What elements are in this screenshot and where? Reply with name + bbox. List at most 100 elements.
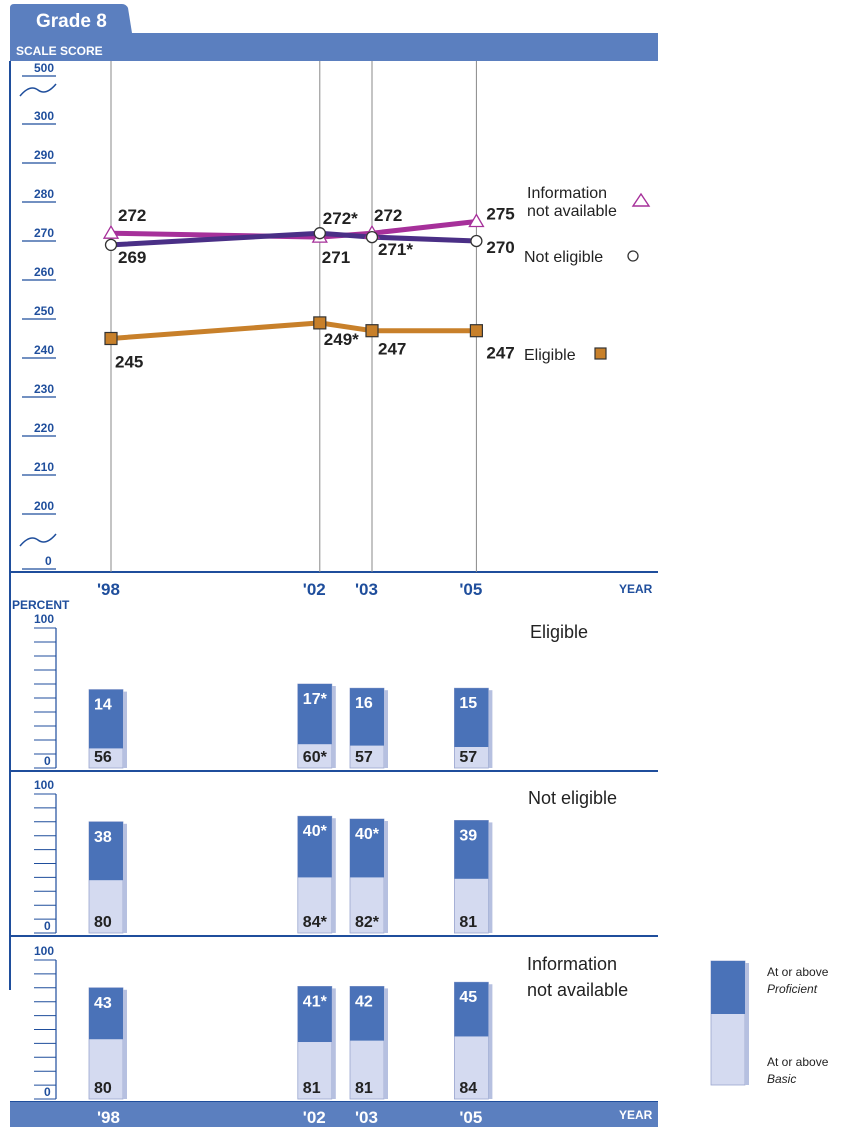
bar-proficient <box>350 986 384 1041</box>
footer-year-axis-label: YEAR <box>619 1108 653 1122</box>
bar-proficient <box>89 821 123 881</box>
percent-label: PERCENT <box>12 598 70 612</box>
bar-proficient-label: 40* <box>355 826 380 843</box>
data-point-circle <box>313 227 326 240</box>
bar-basic-label: 81 <box>355 1080 373 1097</box>
legend-proficient-label: At or above <box>767 965 829 979</box>
series-line <box>110 320 477 341</box>
panel-title: Information <box>527 954 617 974</box>
bar-proficient-label: 43 <box>94 995 112 1012</box>
bar-basic-edge <box>123 989 127 1099</box>
bar-proficient <box>297 684 332 745</box>
y-tick-label: 260 <box>34 265 54 279</box>
bar-proficient-label: 38 <box>94 829 112 846</box>
bar-basic-label: 81 <box>459 914 477 931</box>
y-tick-label: 240 <box>34 343 54 357</box>
bar-basic-label: 60* <box>303 749 328 766</box>
percent-tick-label: 0 <box>44 754 51 768</box>
footer-year-label: '02 <box>303 1108 326 1127</box>
bar-basic-label: 84* <box>303 914 328 931</box>
bar-proficient <box>350 688 384 746</box>
y-tick-label: 200 <box>34 499 54 513</box>
data-label: 272 <box>118 206 146 225</box>
data-point-circle <box>470 234 483 248</box>
legend-basic-edge <box>745 963 749 1085</box>
axis-break-top <box>19 83 57 97</box>
legend-basic-label: Basic <box>767 1072 796 1086</box>
bar-proficient-label: 42 <box>355 993 373 1010</box>
data-point-circle <box>365 230 379 244</box>
bar-proficient-label: 40* <box>303 823 328 840</box>
year-label: '03 <box>355 580 378 599</box>
bar-basic-label: 80 <box>94 1080 112 1097</box>
bar-basic-label: 81 <box>303 1080 321 1097</box>
panel-title: Eligible <box>530 622 588 642</box>
legend-label: Information <box>527 185 607 202</box>
footer-year-label: '05 <box>459 1108 482 1127</box>
data-label: 272* <box>323 209 358 228</box>
scale-score-label: SCALE SCORE <box>16 44 103 58</box>
grade-tab <box>10 4 132 33</box>
bar-basic-edge <box>384 988 388 1099</box>
panel-title: Not eligible <box>528 788 617 808</box>
y-tick-label: 300 <box>34 109 54 123</box>
percent-tick-label: 0 <box>44 1085 51 1099</box>
legend-label: Eligible <box>524 347 576 364</box>
data-point-square <box>104 331 118 346</box>
bar-basic-label: 84 <box>459 1080 477 1097</box>
bar-proficient <box>454 820 489 879</box>
series-line <box>110 230 477 248</box>
bar-basic-edge <box>488 822 493 933</box>
bar-basic-label: 80 <box>94 914 112 931</box>
bar-basic-label: 57 <box>459 749 477 766</box>
legend-proficient-label: Proficient <box>767 982 818 996</box>
data-label: 271* <box>378 240 413 259</box>
bar-proficient <box>89 689 123 749</box>
legend-label: not available <box>527 203 617 220</box>
year-label: '05 <box>459 580 482 599</box>
bar-proficient <box>454 982 489 1037</box>
bar-proficient <box>89 987 123 1040</box>
data-label: 269 <box>118 248 146 267</box>
data-point-circle <box>104 238 118 252</box>
y-tick-label: 500 <box>34 61 54 75</box>
bar-basic-edge <box>331 988 336 1099</box>
bar-basic-edge <box>123 691 127 768</box>
percent-tick-label: 100 <box>34 778 54 792</box>
bar-basic-edge <box>384 690 388 768</box>
data-point-square <box>469 324 483 338</box>
legend-circle-icon <box>627 250 639 262</box>
y-tick-label: 220 <box>34 421 54 435</box>
year-label: '98 <box>97 580 120 599</box>
bar-basic-label: 56 <box>94 749 112 766</box>
data-label: 272 <box>374 206 402 225</box>
footer-year-label: '98 <box>97 1108 120 1127</box>
bar-proficient <box>297 816 332 878</box>
bar-proficient-label: 45 <box>459 989 477 1006</box>
legend-triangle-icon <box>631 192 651 207</box>
bar-proficient <box>454 688 489 747</box>
bar-proficient <box>350 819 384 878</box>
bar-basic-edge <box>331 686 336 768</box>
legend-square-icon <box>594 347 607 360</box>
scale-header-bar <box>10 33 658 61</box>
data-label: 247 <box>486 344 514 363</box>
legend-proficient-swatch <box>711 961 745 1014</box>
data-label: 249* <box>324 330 359 349</box>
data-point-triangle <box>102 224 120 239</box>
data-label: 270 <box>486 238 514 257</box>
legend-label: Not eligible <box>524 249 603 266</box>
data-label: 275 <box>486 205 514 224</box>
data-label: 247 <box>378 340 406 359</box>
footer-year-label: '03 <box>355 1108 378 1127</box>
bar-proficient-label: 41* <box>303 993 328 1010</box>
bar-basic-edge <box>384 821 388 933</box>
year-label: '02 <box>303 580 326 599</box>
data-label: 271 <box>322 248 350 267</box>
data-point-square <box>313 316 327 330</box>
y-tick-label: 250 <box>34 304 54 318</box>
bar-proficient <box>297 986 332 1043</box>
bar-basic-edge <box>488 690 493 768</box>
data-point-square <box>365 324 379 338</box>
